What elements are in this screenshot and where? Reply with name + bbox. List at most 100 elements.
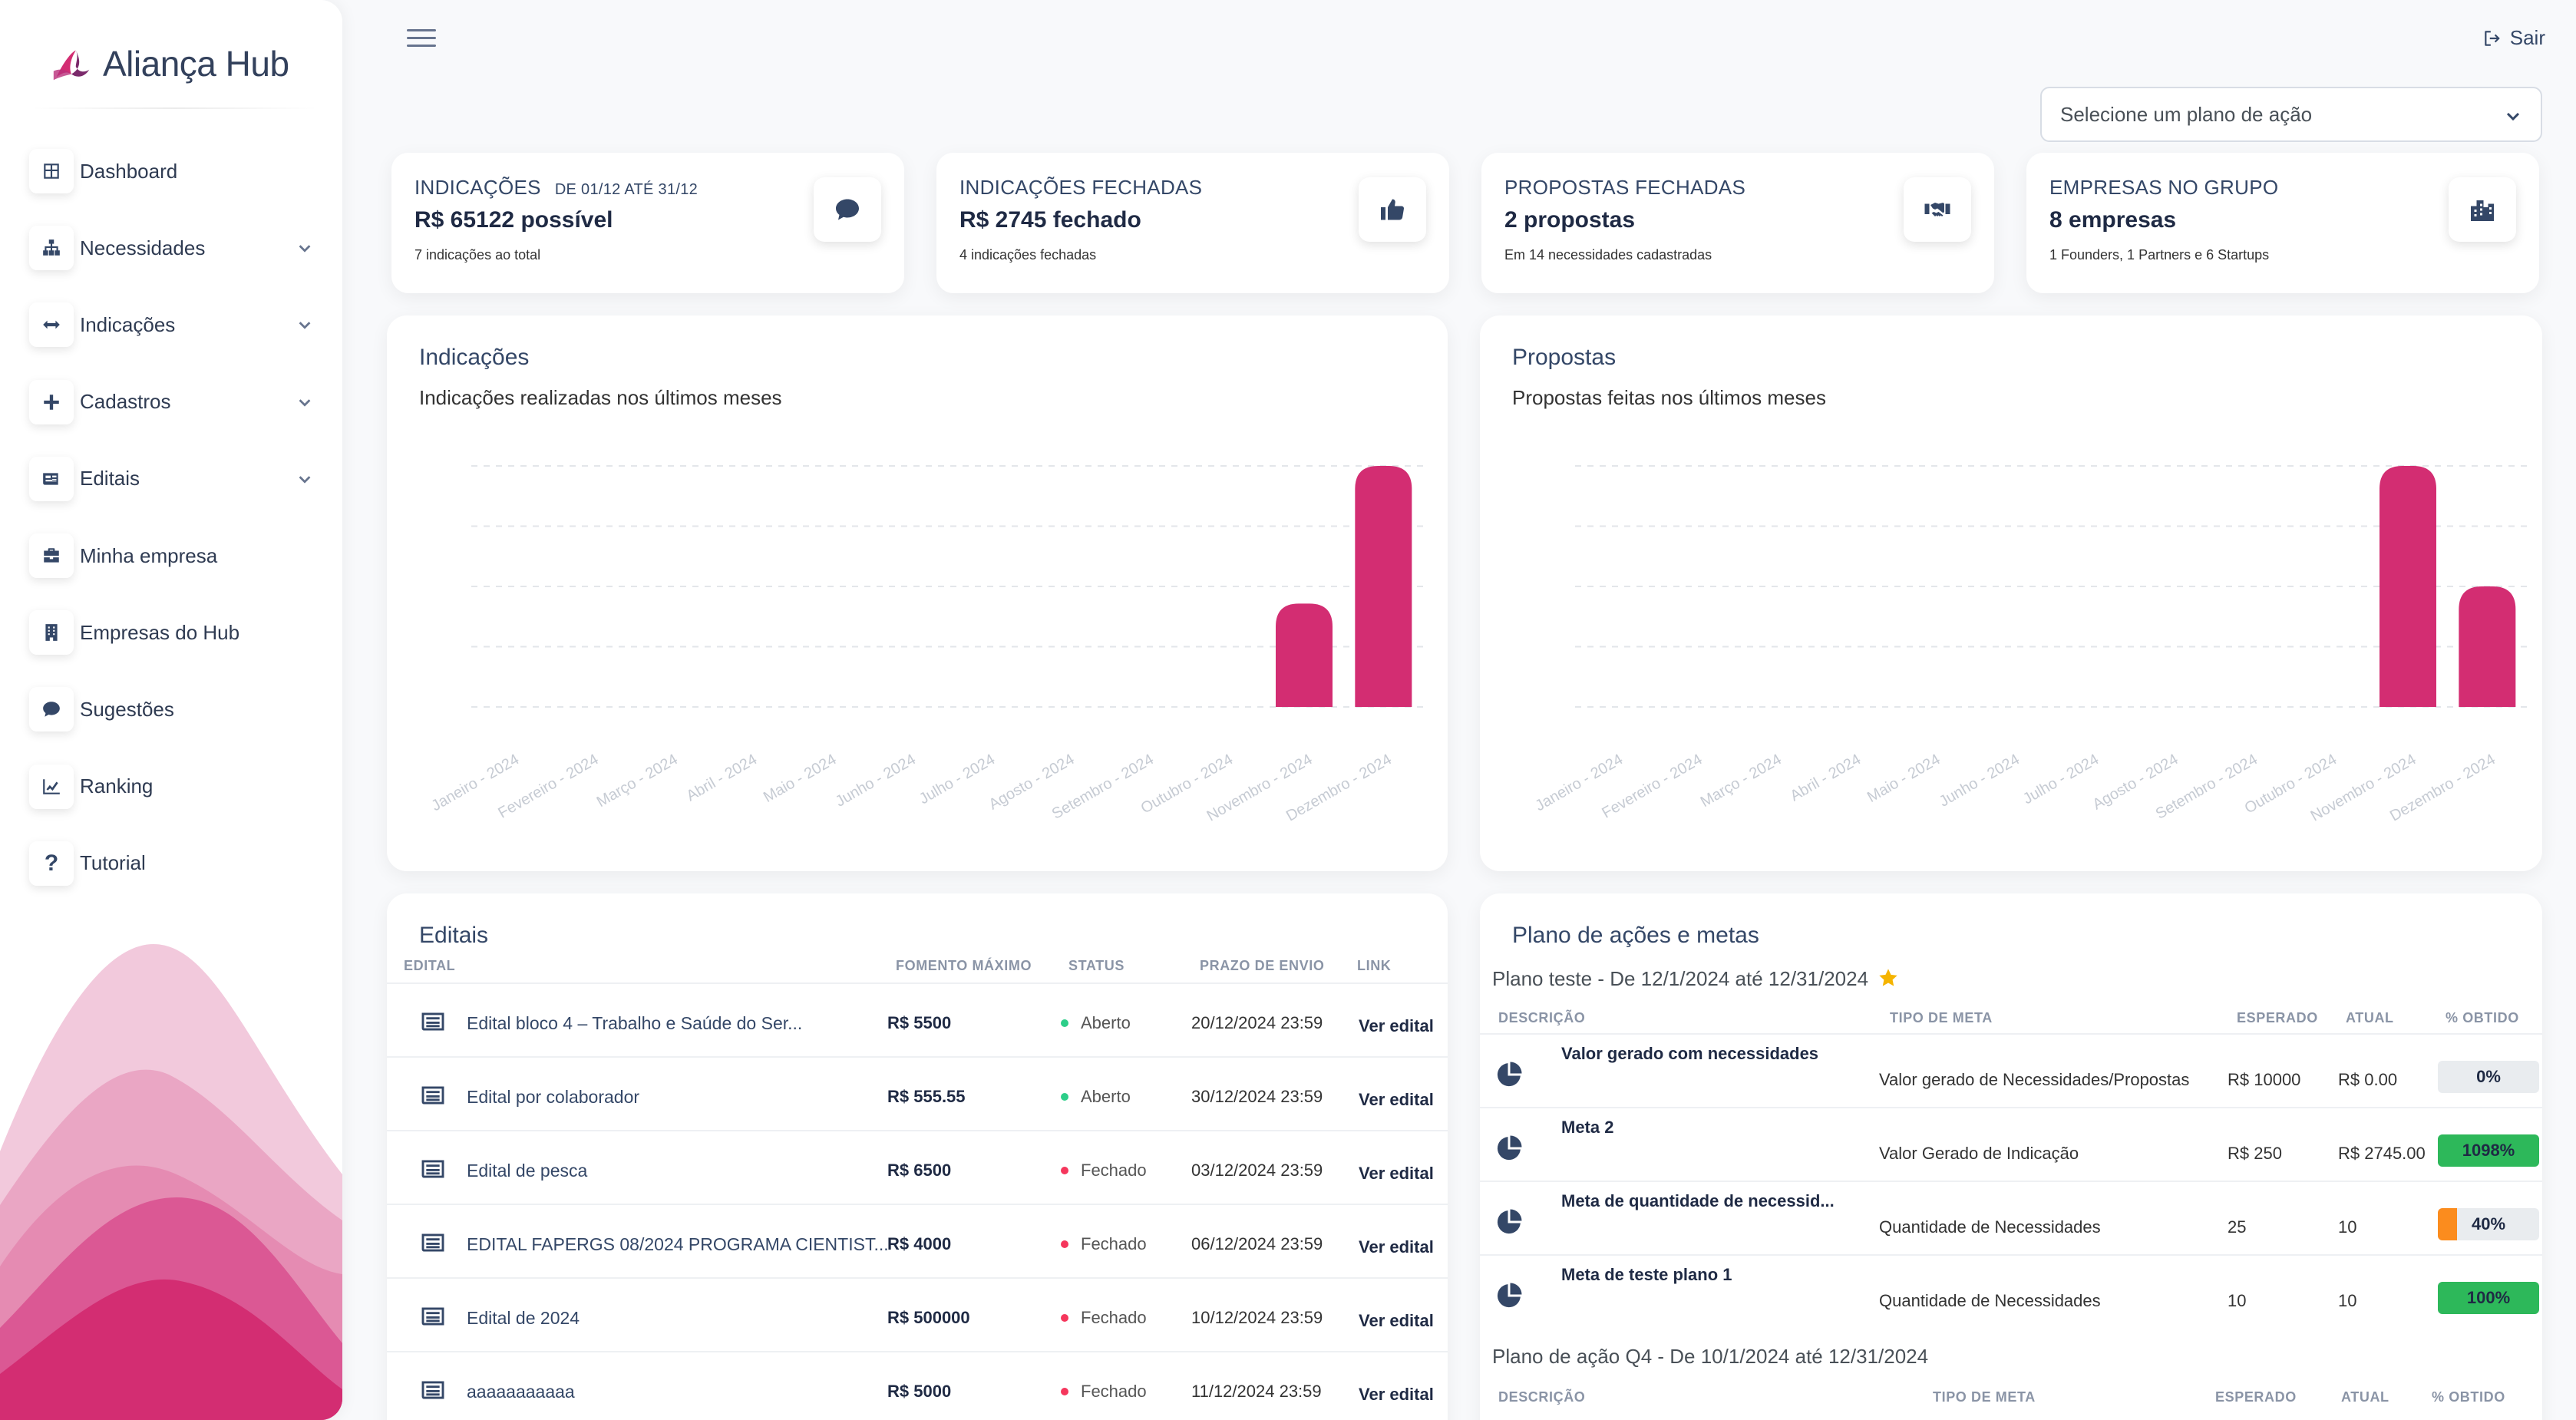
handshake-icon xyxy=(1924,203,1950,216)
x-tick-label: Abril - 2024 xyxy=(684,751,761,804)
ver-edital-link[interactable]: Ver edital xyxy=(1359,1090,1434,1109)
status-badge: Fechado xyxy=(1061,1382,1147,1402)
edital-prazo: 06/12/2024 23:59 xyxy=(1191,1234,1323,1253)
sidebar-item-necessidades[interactable]: Necessidades xyxy=(29,224,313,272)
decorative-waves xyxy=(0,944,342,1420)
sidebar-item-empresas-do-hub[interactable]: Empresas do Hub xyxy=(29,609,313,656)
edital-fomento: R$ 5500 xyxy=(887,1013,952,1032)
chart-subtitle: Indicações realizadas nos últimos meses xyxy=(419,386,782,409)
stat-subtitle: 4 indicações fechadas xyxy=(959,247,1097,263)
newspaper-icon xyxy=(419,1085,447,1105)
logout-label: Sair xyxy=(2509,26,2545,49)
brand-logo[interactable]: Aliança Hub xyxy=(49,38,289,89)
editais-card: Editais xyxy=(387,893,1448,1420)
table-row: Meta 2 Valor Gerado de Indicação R$ 250 R$ … xyxy=(1480,1107,2542,1181)
edital-fomento: R$ 4000 xyxy=(887,1234,952,1253)
newspaper-icon xyxy=(419,1380,447,1400)
col-esperado: ESPERADO xyxy=(2237,1010,2318,1025)
edital-prazo: 10/12/2024 23:59 xyxy=(1191,1308,1323,1327)
sidebar-item-label: Tutorial xyxy=(80,851,146,875)
table-row: Meta de quantidade de necessid... Quantid… xyxy=(1480,1181,2542,1254)
edital-fomento: R$ 555.55 xyxy=(887,1087,966,1106)
stat-title: Indicações DE 01/12 ATÉ 31/12 xyxy=(414,176,698,199)
alianca-logo-icon xyxy=(53,50,90,81)
plan-select[interactable]: Selecione um plano de ação xyxy=(2040,87,2542,142)
table-row: Edital de 2024 R$ 500000 Fechado 10/12/2024… xyxy=(387,1277,1448,1351)
sidebar-item-label: Sugestões xyxy=(80,697,174,721)
planos-card: Plano de ações e metas xyxy=(1480,893,2542,1420)
col-descricao: DESCRIÇÃO xyxy=(1498,1389,1586,1405)
sidebar: Aliança Hub Dashboard Necessidades Indicaç… xyxy=(0,0,342,1420)
table-row: Edital de pesca R$ 6500 Fechado 03/12/2024 … xyxy=(387,1130,1448,1204)
sidebar-item-indicações[interactable]: Indicações xyxy=(29,301,313,348)
edital-fomento: R$ 6500 xyxy=(887,1161,952,1180)
status-badge: Fechado xyxy=(1061,1234,1147,1254)
stat-value: R$ 65122 possível xyxy=(414,207,613,233)
ver-edital-link[interactable]: Ver edital xyxy=(1359,1311,1434,1330)
goal-expected: R$ 250 xyxy=(2228,1144,2282,1163)
goal-progress-label: 40% xyxy=(2471,1214,2506,1233)
sidebar-item-cadastros[interactable]: Cadastros xyxy=(29,378,313,426)
status-badge: Fechado xyxy=(1061,1161,1147,1181)
city-icon xyxy=(2471,200,2494,221)
goal-type: Quantidade de Necessidades xyxy=(1879,1217,2101,1237)
ver-edital-link[interactable]: Ver edital xyxy=(1359,1385,1434,1404)
goal-expected: 25 xyxy=(2228,1217,2247,1237)
bar-novembro-2024[interactable] xyxy=(1276,603,1333,707)
comment-icon xyxy=(43,702,60,718)
stat-title: Indicações fechadas xyxy=(959,176,1203,199)
goal-type: Valor Gerado de Indicação xyxy=(1879,1144,2079,1163)
col-link: LINK xyxy=(1357,958,1392,973)
ver-edital-link[interactable]: Ver edital xyxy=(1359,1237,1434,1257)
chart-title: Indicações xyxy=(419,345,530,370)
nav-icon-box xyxy=(29,687,74,732)
col-descricao: DESCRIÇÃO xyxy=(1498,1010,1586,1025)
goal-description: Valor gerado com necessidades xyxy=(1561,1044,1819,1063)
menu-toggle-icon[interactable] xyxy=(407,29,436,52)
chevron-down-icon[interactable] xyxy=(296,394,313,411)
chevron-down-icon[interactable] xyxy=(296,471,313,487)
nav-icon-box xyxy=(29,379,74,424)
ver-edital-link[interactable]: Ver edital xyxy=(1359,1164,1434,1183)
goal-progress-bar: 40% xyxy=(2438,1208,2539,1240)
table-row: EDITAL FAPERGS 08/2024 PROGRAMA CIENTIST… xyxy=(387,1204,1448,1277)
goal-progress-bar: 100% xyxy=(2438,1282,2539,1314)
goal-expected: R$ 10000 xyxy=(2228,1070,2301,1089)
status-badge: Fechado xyxy=(1061,1308,1147,1328)
sidebar-item-ranking[interactable]: Ranking xyxy=(29,763,313,811)
pie-icon xyxy=(1495,1061,1523,1088)
stat-range: DE 01/12 ATÉ 31/12 xyxy=(554,181,698,198)
editais-title: Editais xyxy=(419,923,489,948)
col-edital: EDITAL xyxy=(404,958,456,973)
chevron-down-icon[interactable] xyxy=(296,239,313,256)
table-row: Meta de teste plano 1 Quantidade de Neces… xyxy=(1480,1254,2542,1328)
stat-title: Propostas fechadas xyxy=(1504,176,1746,199)
bar-novembro-2024[interactable] xyxy=(2379,466,2436,707)
sidebar-item-editais[interactable]: Editais xyxy=(29,455,313,503)
logout-button[interactable]: Sair xyxy=(2482,26,2545,50)
newspaper-icon xyxy=(419,1306,447,1326)
edital-prazo: 20/12/2024 23:59 xyxy=(1191,1013,1323,1032)
ver-edital-link[interactable]: Ver edital xyxy=(1359,1016,1434,1035)
dashboard-icon xyxy=(44,163,59,179)
nav-icon-box xyxy=(29,302,74,348)
newspaper-icon xyxy=(419,1012,447,1032)
plus-icon xyxy=(44,394,59,410)
bar-dezembro-2024[interactable] xyxy=(2459,586,2516,707)
x-tick-label: Maio - 2024 xyxy=(1864,751,1943,806)
stat-subtitle: 1 Founders, 1 Partners e 6 Startups xyxy=(2049,247,2270,263)
sidebar-item-sugestões[interactable]: Sugestões xyxy=(29,685,313,733)
sidebar-item-dashboard[interactable]: Dashboard xyxy=(29,147,313,195)
sidebar-item-minha-empresa[interactable]: Minha empresa xyxy=(29,532,313,580)
sidebar-item-tutorial[interactable]: ? Tutorial xyxy=(29,840,313,887)
pie-icon xyxy=(1495,1282,1523,1309)
sitemap-icon xyxy=(43,239,60,256)
indicacoes-chart-card: Indicações Indicações realizadas nos últ… xyxy=(387,315,1448,871)
nav-icon-box xyxy=(29,226,74,271)
stat-card-1: Indicações fechadas R$ 2745 fechado 4 indi… xyxy=(936,153,1449,293)
x-tick-label: Maio - 2024 xyxy=(761,751,839,806)
table-row: aaaaaaaaaaa R$ 5000 Fechado 11/12/2024 23:5… xyxy=(387,1351,1448,1420)
bar-dezembro-2024[interactable] xyxy=(1355,466,1412,707)
chevron-down-icon[interactable] xyxy=(296,316,313,333)
star-icon[interactable] xyxy=(1878,967,1899,989)
